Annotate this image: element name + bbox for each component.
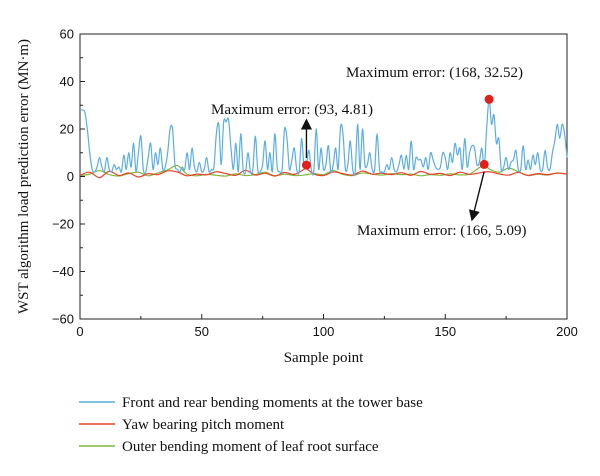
y-tick-label: −20 [52,217,74,232]
x-tick-label: 200 [556,324,578,339]
y-tick-label: −60 [52,312,74,327]
max-error-marker-166 [479,159,489,169]
x-tick-label: 50 [195,324,209,339]
x-tick-label: 100 [313,324,335,339]
legend-label-yaw: Yaw bearing pitch moment [122,417,285,433]
annotation-label-168: Maximum error: (168, 32.52) [346,65,523,81]
y-tick-label: −40 [52,264,74,279]
legend: Front and rear bending moments at the to… [79,395,423,455]
annotation-arrow-166 [468,171,485,222]
y-tick-label: 0 [67,169,74,184]
legend-label-front-rear: Front and rear bending moments at the to… [122,395,423,411]
y-tick-label: 40 [60,74,74,89]
annotation-label-166: Maximum error: (166, 5.09) [357,223,527,239]
max-error-marker-168 [484,94,494,104]
legend-label-outer: Outer bending moment of leaf root surfac… [122,439,379,455]
annotation-layer: Maximum error: (93, 4.81) Maximum error: … [211,65,527,239]
x-tick-label: 0 [76,324,83,339]
y-axis-label: WST algorithm load prediction error (MN·… [16,39,32,314]
series-line-front-rear [79,98,568,177]
y-tick-label: 60 [60,27,74,42]
x-tick-label: 150 [434,324,456,339]
x-axis-label: Sample point [284,350,364,366]
max-error-marker-93 [301,160,311,170]
annotation-label-93: Maximum error: (93, 4.81) [211,102,373,118]
y-tick-label: 20 [60,122,74,137]
